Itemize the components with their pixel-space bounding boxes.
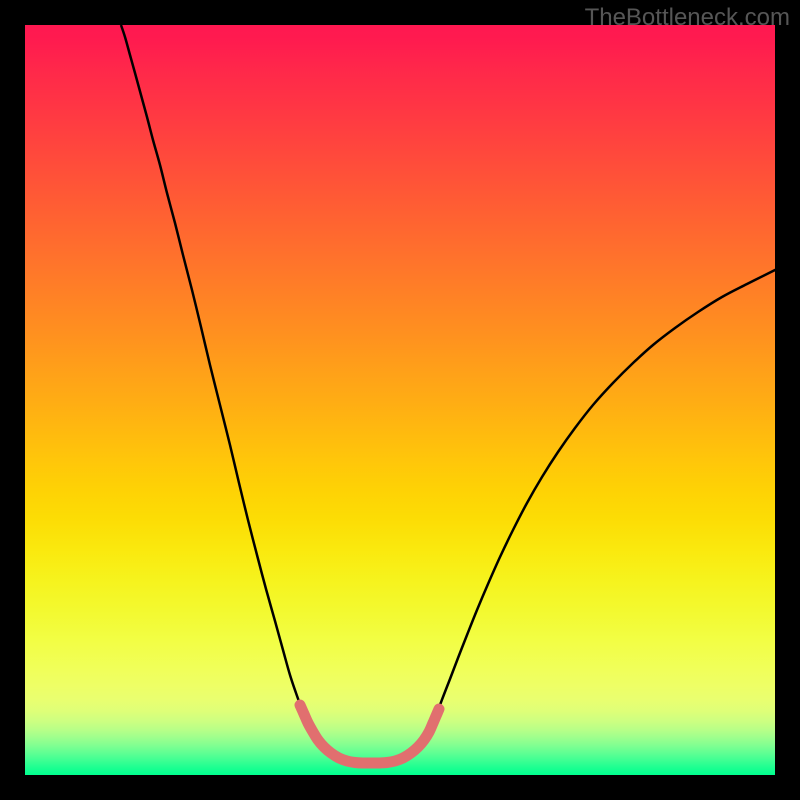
curve-right-branch	[437, 270, 776, 713]
bottleneck-curve-chart	[25, 25, 775, 775]
watermark-text: TheBottleneck.com	[585, 4, 790, 32]
curve-left-branch	[121, 25, 301, 707]
optimal-zone-marker-left	[300, 705, 371, 763]
optimal-zone-marker-right	[371, 709, 439, 763]
chart-plot-area	[25, 25, 775, 775]
